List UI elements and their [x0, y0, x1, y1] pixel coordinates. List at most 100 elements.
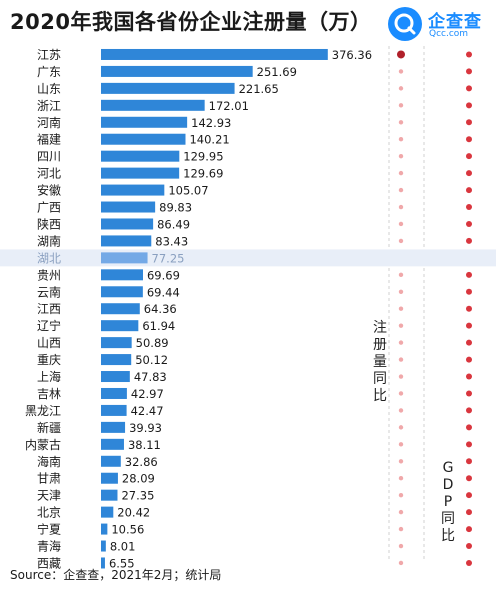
registration-yoy-dot	[398, 476, 404, 481]
category-label: 北京	[37, 506, 61, 520]
gdp-yoy-dot	[466, 204, 472, 211]
gdp-yoy-dot	[466, 271, 472, 278]
value-label: 6.55	[109, 556, 135, 570]
registration-yoy-dot	[397, 50, 405, 59]
bar	[101, 489, 118, 501]
gdp-yoy-dot	[466, 424, 472, 431]
gdp-yoy-dot	[466, 136, 472, 143]
bar	[101, 337, 132, 349]
registration-yoy-dot	[398, 272, 404, 278]
category-label: 海南	[37, 454, 61, 469]
registration-yoy-dot	[398, 137, 404, 142]
gdp-yoy-dot	[466, 458, 472, 465]
registration-yoy-dot	[398, 69, 404, 74]
gdp-yoy-dot	[466, 407, 472, 414]
logo-domain: Qcc.com	[429, 29, 469, 39]
registration-yoy-dot	[398, 357, 404, 362]
value-label: 50.12	[135, 353, 168, 367]
value-label: 89.83	[159, 201, 192, 215]
bar	[101, 421, 126, 433]
bar	[101, 65, 253, 77]
category-label: 吉林	[37, 387, 61, 401]
bar	[101, 472, 118, 484]
bar	[101, 354, 132, 366]
gdp-yoy-dot	[466, 441, 472, 448]
category-label: 云南	[37, 284, 61, 299]
value-label: 64.36	[144, 302, 177, 316]
gdp-yoy-dot	[466, 119, 472, 126]
registration-yoy-dot	[398, 340, 404, 345]
gdp-yoy-dot	[466, 85, 472, 92]
registration-yoy-dot	[398, 509, 404, 515]
bar	[101, 286, 143, 298]
category-label: 四川	[37, 150, 61, 164]
registration-yoy-dot	[398, 103, 404, 108]
gdp-yoy-dot	[466, 356, 472, 363]
gdp-yoy-dot	[466, 543, 472, 550]
bar	[101, 82, 235, 94]
value-label: 8.01	[110, 540, 136, 554]
category-label: 贵州	[37, 268, 61, 282]
gdp-yoy-dot	[466, 373, 472, 380]
category-label: 上海	[37, 369, 61, 384]
chart-title: 2020年我国各省份企业注册量（万）	[10, 10, 372, 34]
value-label: 172.01	[209, 99, 249, 113]
category-label: 山西	[37, 336, 61, 350]
category-label: 辽宁	[37, 318, 61, 333]
bar	[101, 404, 127, 416]
gdp-yoy-dot	[466, 339, 472, 346]
logo-name: 企查查	[428, 12, 482, 32]
bar	[101, 150, 180, 162]
category-label: 山东	[37, 82, 61, 96]
bar	[101, 455, 121, 467]
bar	[101, 252, 148, 264]
value-label: 69.69	[147, 268, 180, 282]
gdp-yoy-dot	[466, 153, 472, 160]
registration-yoy-dot	[398, 459, 404, 464]
gdp-yoy-dot	[466, 187, 472, 194]
registration-yoy-dot	[398, 120, 404, 125]
category-label: 河北	[37, 167, 61, 181]
source-note: Source：企查查，2021年2月；统计局	[10, 568, 222, 582]
value-label: 142.93	[191, 116, 231, 130]
registration-yoy-dot	[398, 221, 404, 227]
category-label: 广西	[37, 201, 61, 215]
category-label: 青海	[37, 539, 61, 554]
gdp-yoy-dot	[466, 288, 472, 295]
registration-yoy-dot	[398, 526, 404, 532]
value-label: 32.86	[125, 455, 158, 469]
brand-logo: 企查查 Qcc.com	[388, 7, 492, 45]
value-label: 251.69	[257, 65, 297, 79]
registration-yoy-dot	[398, 187, 404, 193]
value-label: 20.42	[117, 506, 150, 520]
registration-yoy-dot	[398, 391, 404, 396]
bar	[101, 371, 130, 383]
value-label: 129.69	[183, 167, 223, 181]
gdp-yoy-dot	[466, 322, 472, 329]
gdp-yoy-dot	[466, 51, 472, 58]
registration-yoy-dot	[398, 425, 404, 430]
category-label: 内蒙古	[25, 437, 61, 452]
category-label: 天津	[37, 489, 61, 503]
category-label: 甘肃	[37, 472, 61, 486]
bar	[101, 303, 140, 315]
value-label: 38.11	[128, 438, 161, 452]
gdp-yoy-dot	[466, 305, 472, 312]
logo-icon	[388, 7, 422, 41]
category-label: 江苏	[37, 48, 61, 62]
value-label: 61.94	[142, 319, 175, 333]
gdp-yoy-dot	[466, 526, 472, 533]
bar	[101, 116, 188, 128]
value-label: 50.89	[136, 336, 169, 350]
category-label: 广东	[37, 65, 61, 79]
gdp-yoy-dot	[466, 237, 472, 244]
registration-yoy-label: 注册量同比	[373, 320, 387, 404]
value-label: 105.07	[168, 184, 208, 198]
registration-yoy-dot	[398, 204, 404, 210]
registration-yoy-dot	[398, 374, 404, 379]
bar	[101, 557, 105, 569]
bar	[101, 184, 165, 196]
category-label: 新疆	[37, 420, 61, 435]
registration-yoy-dot	[398, 306, 404, 311]
